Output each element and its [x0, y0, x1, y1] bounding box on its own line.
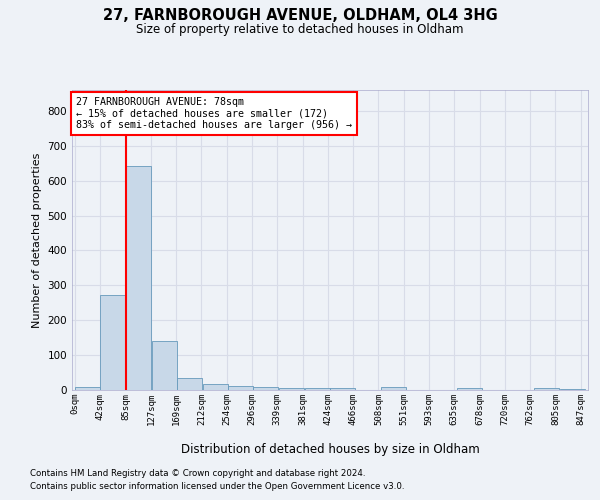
- Bar: [177, 378, 202, 390]
- Text: 27, FARNBOROUGH AVENUE, OLDHAM, OL4 3HG: 27, FARNBOROUGH AVENUE, OLDHAM, OL4 3HG: [103, 8, 497, 22]
- Bar: [560, 389, 585, 390]
- Text: Contains public sector information licensed under the Open Government Licence v3: Contains public sector information licen…: [30, 482, 404, 491]
- Bar: [152, 341, 176, 390]
- Bar: [75, 387, 100, 390]
- Bar: [127, 166, 151, 390]
- Bar: [534, 388, 559, 390]
- Bar: [203, 384, 228, 390]
- Y-axis label: Number of detached properties: Number of detached properties: [32, 152, 42, 328]
- Text: Size of property relative to detached houses in Oldham: Size of property relative to detached ho…: [136, 22, 464, 36]
- Text: 27 FARNBOROUGH AVENUE: 78sqm
← 15% of detached houses are smaller (172)
83% of s: 27 FARNBOROUGH AVENUE: 78sqm ← 15% of de…: [76, 97, 352, 130]
- Text: Contains HM Land Registry data © Crown copyright and database right 2024.: Contains HM Land Registry data © Crown c…: [30, 468, 365, 477]
- Bar: [253, 386, 278, 390]
- Text: Distribution of detached houses by size in Oldham: Distribution of detached houses by size …: [181, 442, 479, 456]
- Bar: [100, 295, 125, 390]
- Bar: [457, 388, 482, 390]
- Bar: [381, 387, 406, 390]
- Bar: [228, 386, 253, 390]
- Bar: [305, 388, 329, 390]
- Bar: [331, 388, 355, 390]
- Bar: [279, 388, 304, 390]
